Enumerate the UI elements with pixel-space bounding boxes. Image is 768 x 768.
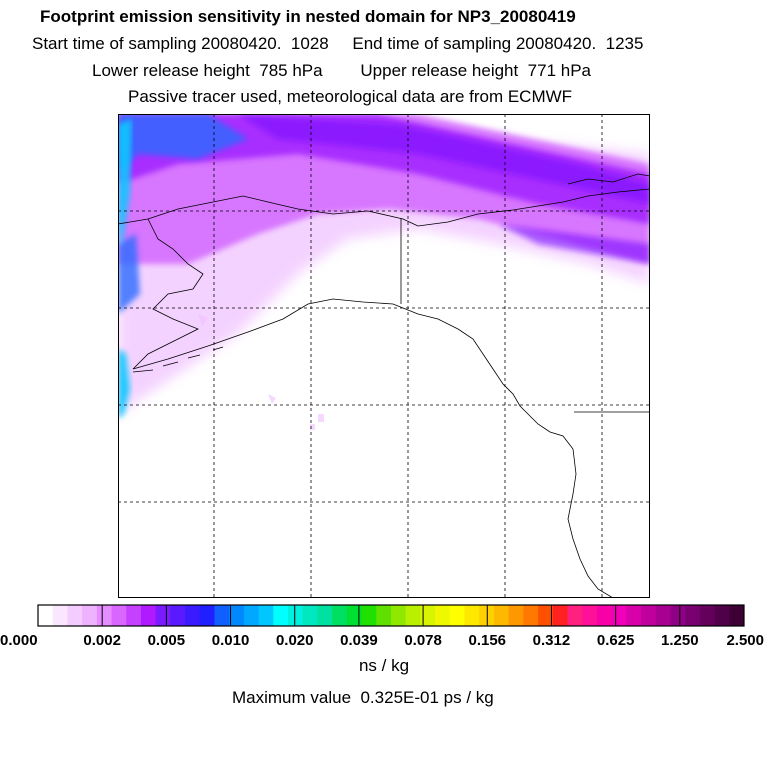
colorbar-cell [582,605,598,626]
colorbar-cell [685,605,701,626]
colorbar-cell [655,605,671,626]
colorbar-cell [52,605,68,626]
colorbar-frame [37,604,745,627]
colorbar-tick-label: 1.250 [661,632,699,649]
colorbar-cell [317,605,333,626]
colorbar-cell [626,605,642,626]
colorbar-cell [346,605,363,626]
colorbar-cell [258,605,274,626]
colorbar-cell [641,605,657,626]
alaska-south-coast [132,298,459,370]
aleutian-chain [132,346,224,373]
west-us-coast [567,448,614,598]
start-time-label: Start time of sampling 20080420. 1028 [32,34,329,53]
colorbar-cell [435,605,451,626]
colorbar-cell [611,605,627,626]
field-purple-band [118,114,650,224]
maximum-value-label: Maximum value 0.325E-01 ps / kg [232,688,494,707]
sampling-time-line: Start time of sampling 20080420. 1028 En… [32,34,768,54]
graticule [118,114,650,598]
hudson-coast [567,173,650,185]
colorbar-tick-label: 0.078 [404,632,442,649]
field-cyan-edge [118,119,132,419]
colorbar-cell [699,605,716,626]
colorbar-tick-label: 0.005 [148,632,186,649]
footprint-map [118,114,650,598]
colorbar-cell [420,605,436,626]
colorbar-cell [214,605,230,626]
colorbar-cell [82,605,98,626]
colorbar-cell [508,605,524,626]
colorbar-cell [96,605,113,626]
colorbar-tick-label: 0.156 [468,632,506,649]
colorbar-cell [332,605,348,626]
arctic-coast [118,195,419,227]
colorbar-cell [405,605,421,626]
colorbar-cell [155,605,171,626]
colorbar-cell [567,605,583,626]
colorbar-cell [714,605,730,626]
colorbar-cell [523,605,539,626]
colorbar-cell [464,605,480,626]
field-deep-purple-streaks [238,114,650,264]
colorbar-tick-label: 0.625 [597,632,635,649]
colorbar-cell [243,605,260,626]
colorbar-tick-label: 0.010 [212,632,250,649]
alaska-west-coast [132,218,204,370]
colorbar-tick-label: 0.020 [276,632,314,649]
colorbar-cell [67,605,83,626]
colorbar-cell [729,605,745,626]
colorbar: 0.000 0.002 0.005 0.010 0.020 0.039 0.078 0.156… [0,604,764,649]
colorbar-cell [493,605,510,626]
tracer-note: Passive tracer used, meteorological data… [128,87,573,106]
upper-height-label: Upper release height 771 hPa [360,61,592,80]
colorbar-cell [449,605,466,626]
colorbar-tick-label: 0.002 [83,632,121,649]
colorbar-cell [185,605,201,626]
map-frame [118,114,650,598]
colorbar-cell [391,605,407,626]
colorbar-cell [273,605,289,626]
canada-arctic-coast [417,188,650,227]
colorbar-unit: ns / kg [358,656,410,675]
lower-height-label: Lower release height 785 hPa [92,61,323,80]
emission-sensitivity-field [118,114,650,430]
colorbar-cell [170,605,186,626]
colorbar-tick-label: 0.039 [340,632,378,649]
colorbar-cell [229,605,245,626]
colorbar-cell [111,605,127,626]
colorbar-cell [288,605,304,626]
colorbar-cell [38,605,54,626]
colorbar-cell [126,605,142,626]
colorbar-cell [199,605,215,626]
colorbar-cell [361,605,377,626]
colorbar-cell [552,605,568,626]
colorbar-tick-labels: 0.000 0.002 0.005 0.010 0.020 0.039 0.078 0.156… [0,604,764,649]
colorbar-tick-label: 0.312 [533,632,571,649]
panhandle-coast [457,328,529,415]
colorbar-tick-label: 0.000 [0,632,38,649]
colorbar-cell [596,605,613,626]
coastlines [118,173,650,598]
colorbar-cell [302,605,318,626]
release-height-line: Lower release height 785 hPa Upper relea… [92,61,768,81]
colorbar-tick-label: 2.500 [726,632,764,649]
colorbar-cell [376,605,392,626]
colorbar-cell [140,605,157,626]
end-time-label: End time of sampling 20080420. 1235 [352,34,644,53]
figure-title: Footprint emission sensitivity in nested… [40,7,576,26]
colorbar-cell [538,605,554,626]
colorbar-cells [38,605,745,626]
bc-coast [527,413,574,450]
colorbar-cell [670,605,686,626]
